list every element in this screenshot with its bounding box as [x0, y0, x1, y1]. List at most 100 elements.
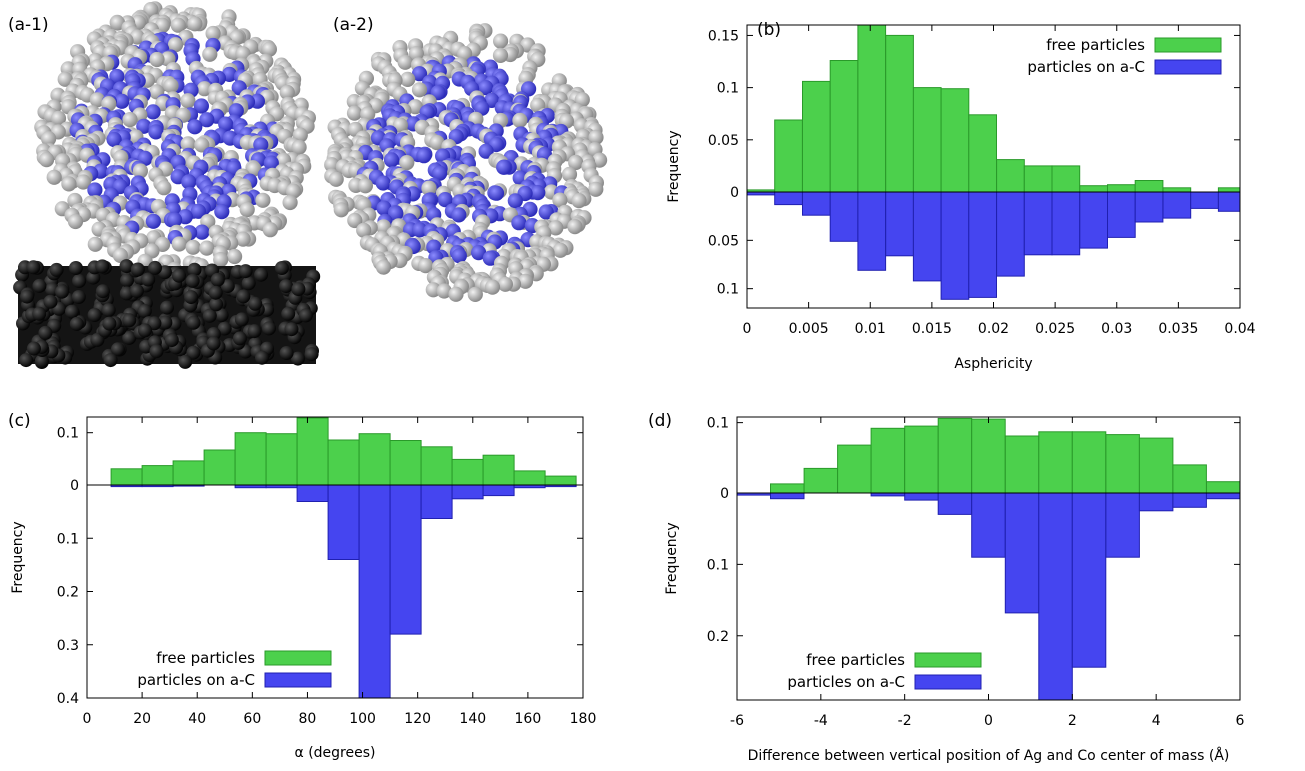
ag-atom [346, 105, 363, 121]
ag-atom [497, 276, 513, 292]
co-atom [190, 203, 206, 219]
co-atom [488, 185, 505, 201]
x-tick-label: 0.015 [912, 321, 952, 337]
ag-atom [122, 112, 138, 128]
carbon-atom [238, 264, 253, 279]
particles-on-ac-bar [968, 191, 997, 298]
ag-atom [171, 236, 187, 252]
carbon-atom [186, 315, 201, 330]
legend-swatch-ac [914, 674, 982, 690]
co-atom [181, 174, 197, 190]
free-particles-bar [971, 418, 1006, 494]
ag-atom [205, 25, 221, 42]
ag-atom [512, 112, 528, 128]
particles-on-ac-bar [996, 191, 1025, 277]
carbon-atom [149, 344, 164, 359]
ag-atom [199, 240, 215, 256]
legend-swatch-free [914, 652, 982, 668]
particles-on-ac-bar [451, 484, 484, 500]
y-tick-label: 0.1 [707, 416, 729, 432]
ag-atom [279, 84, 295, 101]
carbon-atom [164, 333, 179, 348]
ag-atom [291, 139, 307, 155]
ag-atom [112, 247, 128, 263]
particles-on-ac-bar [1206, 492, 1240, 500]
carbon-atom [129, 284, 144, 298]
x-tick-label: 120 [404, 711, 431, 727]
particles-on-ac-bar [829, 191, 859, 242]
particles-on-ac-bar [1004, 492, 1040, 614]
panel-a1: (a-1) [8, 1, 321, 369]
x-tick-label: 100 [349, 711, 376, 727]
co-atom [383, 152, 400, 168]
carbon-atom [95, 284, 110, 299]
ag-atom [61, 176, 77, 192]
carbon-atom [254, 267, 269, 282]
ag-atom [185, 239, 201, 255]
plot-frame [86, 416, 584, 699]
chart-c: (c) 0 20 40 60 80 100 120 140 160 180 0 0.1 0.1 0.2 0.3… [8, 411, 596, 761]
carbon-atom [255, 350, 269, 365]
free-particles-bar [1038, 431, 1073, 494]
y-axis-label: Frequency [664, 522, 680, 594]
carbon-atom [122, 313, 137, 328]
particles-on-ac-bar [296, 484, 329, 502]
free-particles-bar [203, 449, 236, 486]
y-tick-label: 0.4 [57, 691, 79, 707]
carbon-atom [304, 347, 319, 362]
ag-atom [436, 283, 452, 299]
y-tick-label: 0.1 [57, 426, 79, 442]
y-tick-label: 0.3 [57, 638, 79, 654]
ag-atom [202, 46, 218, 62]
x-tick-label: 0.035 [1158, 321, 1198, 337]
carbon-atom [209, 297, 224, 312]
co-atom [538, 204, 554, 220]
particles-on-ac-bar [389, 484, 422, 635]
y-tick-label: 0 [730, 185, 739, 201]
co-atom [136, 118, 152, 134]
particles-on-ac-bar [1138, 492, 1174, 512]
carbon-atom [19, 353, 34, 368]
carbon-atom [68, 261, 83, 275]
carbon-atom [20, 289, 34, 304]
ag-atom [357, 178, 373, 194]
particles-on-ac-bar [1038, 492, 1073, 700]
ag-atom [143, 2, 159, 18]
particles-on-ac-bar [904, 492, 939, 501]
co-atom [507, 193, 523, 209]
carbon-atom [279, 346, 294, 360]
carbon-atom [262, 321, 276, 336]
free-particles-bar [482, 454, 515, 486]
x-tick-label: 40 [188, 711, 206, 727]
carbon-atom [26, 341, 41, 356]
carbon-atom [236, 289, 251, 304]
ag-atom [261, 41, 277, 57]
carbon-atom [137, 304, 152, 318]
free-particles-bar [870, 427, 906, 494]
legend-swatch-ac [264, 672, 332, 688]
ag-atom [163, 78, 179, 94]
panel-a1-label: (a-1) [8, 15, 49, 35]
ag-atom [411, 82, 428, 98]
ag-atom [246, 161, 262, 177]
x-tick-label: 0.03 [1101, 321, 1132, 337]
free-particles-bar [1071, 431, 1107, 494]
carbon-atom [87, 308, 102, 322]
y-tick-label: 0.15 [708, 28, 739, 44]
ag-atom [87, 236, 103, 252]
panel-b-label: (b) [757, 20, 781, 40]
y-tick-label: 0.05 [708, 133, 739, 149]
legend-label: free particles [806, 651, 905, 669]
carbon-atom [279, 279, 294, 294]
carbon-atom [32, 278, 47, 293]
free-particles-bar [904, 425, 939, 494]
ag-atom [333, 202, 349, 218]
ag-atom [484, 279, 501, 295]
ag-atom [571, 193, 587, 209]
free-particles-bar [1138, 437, 1174, 494]
free-particles-bar [829, 60, 859, 193]
co-atom [437, 192, 453, 208]
y-tick-label: 0.1 [717, 282, 739, 298]
x-tick-label: -4 [814, 713, 828, 729]
